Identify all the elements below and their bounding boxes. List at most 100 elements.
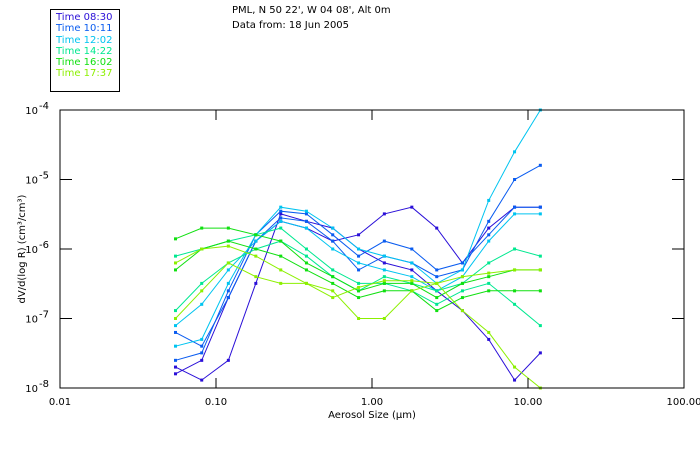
data-point (487, 289, 491, 293)
data-point (200, 344, 204, 348)
data-point (226, 358, 230, 362)
data-point (173, 324, 177, 328)
data-point (460, 281, 464, 285)
legend: Time 08:30 Time 10:11 Time 12:02 Time 14… (50, 9, 120, 92)
data-point (279, 239, 283, 243)
data-point (279, 205, 283, 209)
x-tick-label: 100.00 (667, 397, 700, 408)
y-axis-label: dV/d(log R) (cm³/cm³) (17, 194, 28, 303)
data-point (513, 289, 517, 293)
data-point (460, 289, 464, 293)
data-point (226, 239, 230, 243)
data-point (357, 289, 361, 293)
data-point (304, 254, 308, 258)
data-point (173, 254, 177, 258)
data-point (226, 244, 230, 248)
data-point (173, 372, 177, 376)
data-point (304, 261, 308, 265)
x-tick-label: 0.10 (205, 397, 227, 408)
data-point (173, 309, 177, 313)
data-point (538, 254, 542, 258)
y-tick-label: 10 (25, 176, 38, 187)
data-point (538, 268, 542, 272)
data-point (435, 309, 439, 313)
data-point (487, 219, 491, 223)
data-point (435, 302, 439, 306)
plot-frame (59, 109, 685, 389)
data-point (410, 279, 414, 283)
data-point (382, 239, 386, 243)
data-point (538, 289, 542, 293)
data-point (254, 275, 258, 279)
data-point (382, 279, 386, 283)
data-point (279, 216, 283, 220)
data-point (538, 351, 542, 355)
data-point (200, 358, 204, 362)
data-point (173, 237, 177, 241)
data-point (460, 268, 464, 272)
data-point (487, 281, 491, 285)
data-point (410, 281, 414, 285)
data-point (487, 239, 491, 243)
data-point (487, 275, 491, 279)
data-point (279, 212, 283, 216)
x-tick-label: 10.00 (514, 397, 543, 408)
data-point (410, 275, 414, 279)
data-point (254, 247, 258, 251)
data-point (254, 233, 258, 237)
data-point (304, 226, 308, 230)
y-tick-label: 10 (25, 106, 38, 117)
data-point (200, 289, 204, 293)
data-point (226, 281, 230, 285)
data-point (200, 378, 204, 382)
data-point (435, 281, 439, 285)
data-point (173, 317, 177, 320)
data-point (410, 268, 414, 272)
data-point (304, 209, 308, 213)
y-tick-label: 10 (25, 384, 38, 395)
y-tick-exponent: -5 (39, 171, 49, 182)
series-line (175, 240, 541, 312)
data-point (538, 205, 542, 209)
data-point (487, 198, 491, 202)
data-point (357, 281, 361, 285)
data-point (410, 205, 414, 209)
data-point (513, 212, 517, 216)
data-point (331, 296, 335, 300)
data-point (487, 233, 491, 237)
y-tick-exponent: -7 (39, 310, 49, 321)
data-point (279, 209, 283, 213)
data-point (357, 285, 361, 289)
data-point (410, 247, 414, 251)
data-point (226, 261, 230, 265)
data-point (331, 289, 335, 293)
legend-entry-3: Time 14:22 (56, 45, 113, 57)
data-point (200, 302, 204, 306)
data-point (200, 337, 204, 341)
data-point (254, 239, 258, 243)
data-point (435, 268, 439, 272)
data-point (357, 296, 361, 300)
data-point (382, 254, 386, 258)
data-point (304, 281, 308, 285)
data-point (435, 226, 439, 230)
series-11 (173, 261, 542, 390)
series-line (175, 240, 541, 311)
data-point (460, 275, 464, 279)
data-point (304, 212, 308, 216)
data-point (226, 226, 230, 230)
data-point (435, 296, 439, 300)
data-point (331, 226, 335, 230)
y-tick-exponent: -4 (39, 101, 49, 112)
data-point (357, 268, 361, 272)
data-point (173, 268, 177, 272)
data-point (487, 337, 491, 341)
data-point (331, 239, 335, 243)
data-point (538, 163, 542, 167)
data-point (173, 358, 177, 362)
data-point (279, 254, 283, 258)
data-point (226, 289, 230, 293)
chart-title-line-1: PML, N 50 22', W 04 08', Alt 0m (232, 5, 391, 16)
data-point (410, 289, 414, 293)
y-tick-exponent: -6 (39, 240, 49, 251)
